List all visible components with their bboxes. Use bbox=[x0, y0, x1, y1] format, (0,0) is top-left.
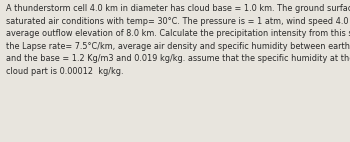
Text: A thunderstorm cell 4.0 km in diameter has cloud base = 1.0 km. The ground surfa: A thunderstorm cell 4.0 km in diameter h… bbox=[6, 4, 350, 76]
